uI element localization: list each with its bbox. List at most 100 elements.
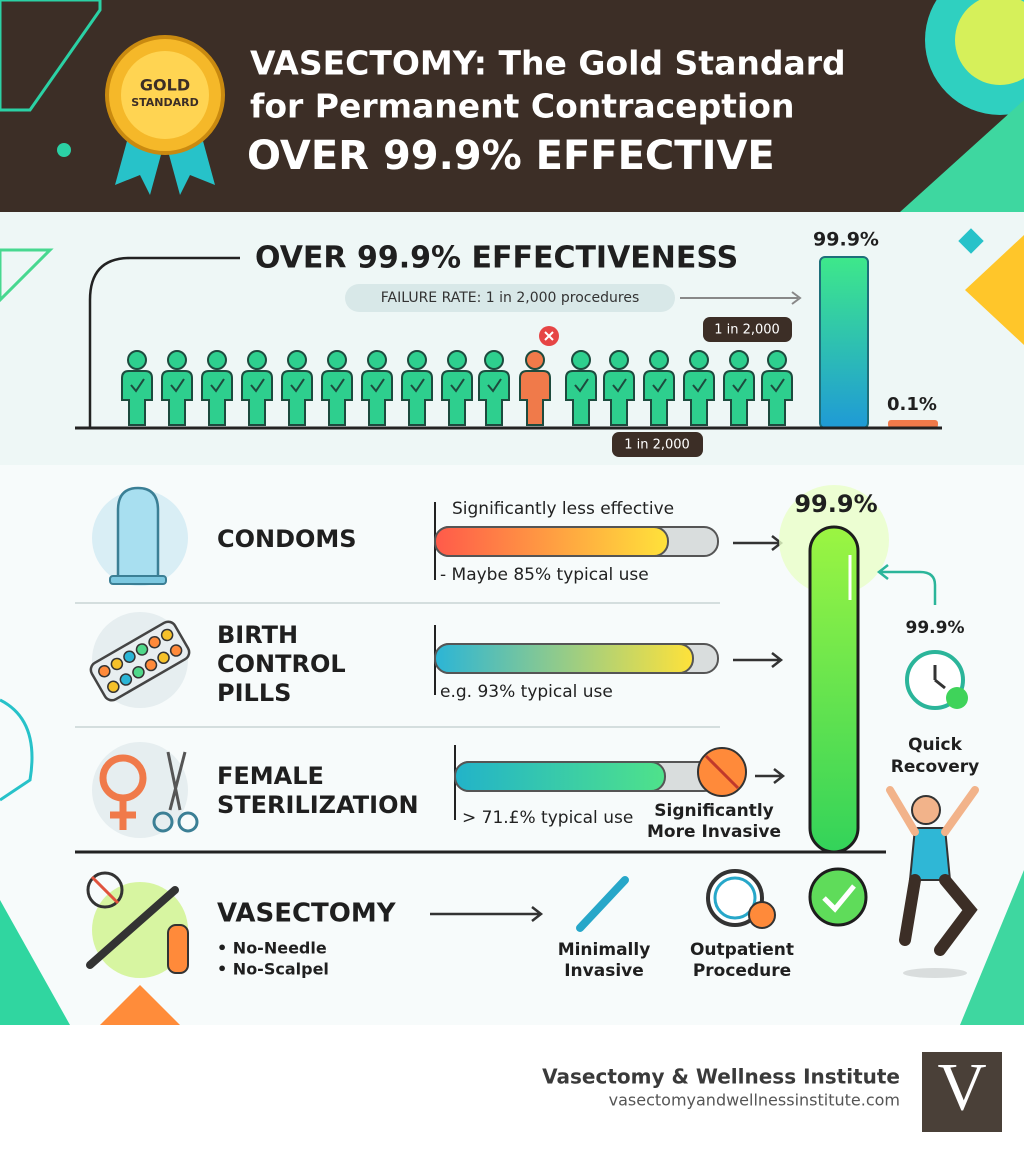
note: e.g. 93% typical use bbox=[440, 682, 613, 702]
arrow bbox=[876, 564, 937, 605]
person bbox=[478, 350, 510, 426]
bar-label: 99.9% bbox=[794, 490, 877, 518]
person-check bbox=[210, 378, 225, 393]
tag bbox=[703, 317, 792, 342]
person-check bbox=[370, 378, 385, 393]
person bbox=[201, 350, 233, 426]
failure-mark bbox=[544, 331, 554, 341]
title: for Permanent Contraception bbox=[250, 87, 794, 126]
icon bbox=[116, 486, 160, 582]
method-name: CONTROL bbox=[217, 650, 346, 678]
person-check bbox=[692, 378, 707, 393]
person-body bbox=[121, 370, 153, 426]
person-body bbox=[441, 370, 473, 426]
method-name: PILLS bbox=[217, 679, 291, 707]
person-body bbox=[519, 370, 551, 426]
person-head bbox=[207, 350, 227, 370]
icon bbox=[109, 575, 167, 585]
badge-inner bbox=[121, 51, 209, 139]
person bbox=[321, 350, 353, 426]
person-body bbox=[761, 370, 793, 426]
person-body bbox=[281, 370, 313, 426]
note: More Invasive bbox=[647, 822, 781, 842]
person-body bbox=[321, 370, 353, 426]
icon bbox=[86, 886, 179, 969]
method-name: FEMALE bbox=[217, 762, 324, 790]
icon-bg bbox=[92, 882, 188, 978]
person-body bbox=[201, 370, 233, 426]
person-head bbox=[729, 350, 749, 370]
person-check bbox=[250, 378, 265, 393]
tag-text: 1 in 2,000 bbox=[624, 438, 690, 453]
person-head bbox=[167, 350, 187, 370]
pill bbox=[345, 284, 675, 312]
person-body bbox=[683, 370, 715, 426]
subtitle: OVER 99.9% EFFECTIVE bbox=[247, 133, 775, 179]
pill bbox=[132, 666, 145, 679]
recovery-value: 99.9% bbox=[906, 618, 965, 638]
person bbox=[683, 350, 715, 426]
person-check bbox=[770, 378, 785, 393]
person-check bbox=[330, 378, 345, 393]
decor bbox=[965, 235, 1024, 345]
person-check bbox=[130, 378, 145, 393]
person-body bbox=[241, 370, 273, 426]
person bbox=[361, 350, 393, 426]
person-head bbox=[767, 350, 787, 370]
feature: Invasive bbox=[564, 961, 644, 981]
decor bbox=[955, 0, 1024, 85]
method-name: VASECTOMY bbox=[217, 899, 397, 929]
badge-text: GOLD bbox=[140, 76, 190, 95]
icon bbox=[98, 628, 183, 694]
icon bbox=[576, 876, 629, 932]
person-check bbox=[574, 378, 589, 393]
icon bbox=[86, 871, 124, 909]
organization: Vasectomy & Wellness Institute bbox=[542, 1065, 900, 1089]
pill bbox=[144, 658, 158, 672]
icon bbox=[748, 901, 776, 929]
person-head bbox=[525, 350, 545, 370]
person-head bbox=[649, 350, 669, 370]
person bbox=[401, 350, 433, 426]
icon bbox=[933, 665, 946, 690]
fill bbox=[434, 643, 694, 674]
person bbox=[241, 350, 273, 426]
icon bbox=[946, 687, 968, 709]
person bbox=[565, 350, 597, 426]
person-body bbox=[603, 370, 635, 426]
person-check bbox=[487, 378, 502, 393]
pill bbox=[169, 644, 183, 657]
feature: Minimally bbox=[558, 940, 651, 960]
icon bbox=[110, 798, 136, 830]
person-head bbox=[407, 350, 427, 370]
fill bbox=[454, 761, 666, 792]
arrow bbox=[430, 906, 544, 922]
recovery-label: Recovery bbox=[891, 757, 979, 777]
person-body bbox=[643, 370, 675, 426]
person-body bbox=[565, 370, 597, 426]
people bbox=[121, 326, 793, 426]
tag bbox=[612, 432, 703, 457]
person bbox=[121, 350, 153, 426]
title: VASECTOMY: The Gold Standard bbox=[250, 44, 846, 83]
icon bbox=[89, 620, 191, 702]
fill bbox=[434, 526, 669, 557]
icon bbox=[713, 876, 757, 920]
icon bbox=[90, 875, 120, 905]
bar bbox=[819, 256, 869, 429]
decor bbox=[0, 0, 102, 112]
person bbox=[603, 350, 635, 426]
person-head bbox=[287, 350, 307, 370]
person-head bbox=[571, 350, 591, 370]
person-check bbox=[170, 378, 185, 393]
decor bbox=[900, 100, 1024, 212]
person-body bbox=[361, 370, 393, 426]
arrow bbox=[755, 768, 786, 784]
feature: Procedure bbox=[693, 961, 791, 981]
bracket bbox=[88, 256, 240, 428]
decor bbox=[57, 143, 71, 157]
small-bar bbox=[888, 420, 938, 428]
person-head bbox=[127, 350, 147, 370]
decor bbox=[958, 228, 984, 254]
